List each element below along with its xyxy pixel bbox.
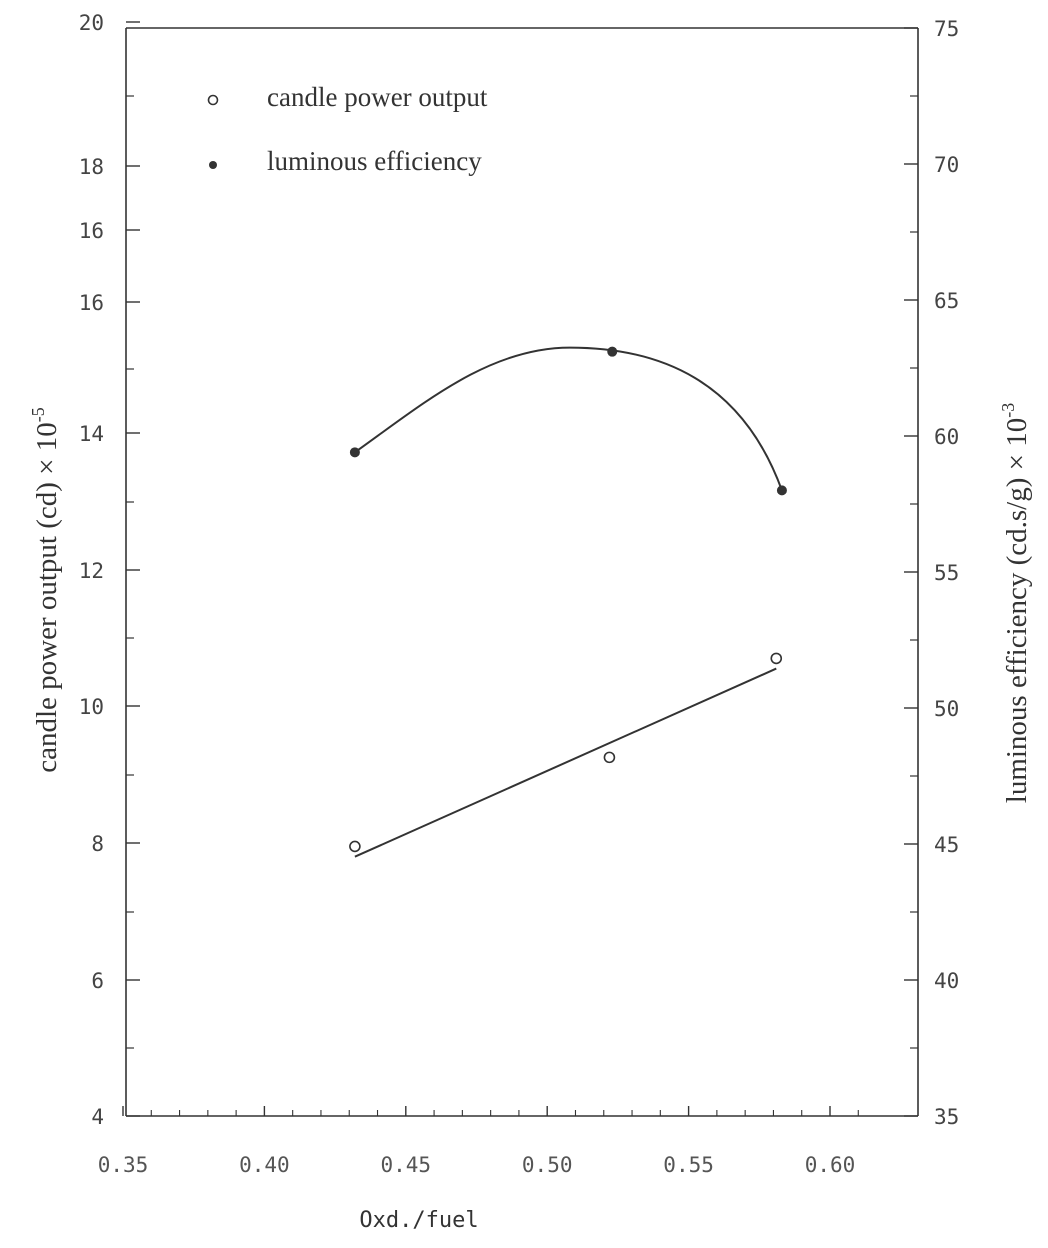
legend-marker-candle-power [207,94,219,106]
y-axis-left-label: candle power output (cd) × 10-5 [28,407,63,773]
y-left-tick-label: 20 [79,11,104,35]
y-right-tick-label: 60 [934,425,959,449]
y-left-tick-label: 16 [79,219,104,243]
y-left-tick-label: 8 [91,832,104,856]
series-candle-power-fit-line [354,667,777,858]
y-right-tick-label: 45 [934,833,959,857]
axes: 20 18 16 16 14 12 10 8 6 4 75 70 65 60 55 50 45 40 35 0.35 0… [79,11,960,1177]
y-axis-right-label: luminous efficiency (cd.s/g) × 10-3 [998,403,1033,803]
y-right-tick-label: 50 [934,697,959,721]
legend-label-candle-power: candle power output [267,82,488,112]
series-candle-power-point [603,751,616,764]
series-luminous-efficiency-curve [354,346,783,491]
legend: candle power output luminous efficiency [207,82,488,176]
series-layer [349,346,787,858]
x-tick-label: 0.55 [663,1153,714,1177]
y-left-tick-label: 4 [91,1105,104,1129]
y-left-tick-label: 18 [79,155,104,179]
y-left-tick-label: 12 [79,559,104,583]
y-left-tick-label: 14 [79,422,104,446]
x-tick-label: 0.45 [381,1153,432,1177]
y-right-tick-label: 35 [934,1105,959,1129]
x-axis-label: Oxd./fuel [359,1208,478,1233]
y-right-tick-label: 65 [934,289,959,313]
series-luminous-efficiency-point [776,485,787,496]
y-left-tick-label: 10 [79,695,104,719]
y-right-tick-label: 70 [934,153,959,177]
series-luminous-efficiency-point [607,346,618,357]
series-candle-power-point [770,652,783,665]
x-tick-label: 0.50 [522,1153,573,1177]
series-luminous-efficiency-point [349,447,360,458]
y-right-tick-label: 40 [934,969,959,993]
x-tick-label: 0.35 [98,1153,149,1177]
y-right-tick-label: 55 [934,561,959,585]
y-right-tick-label: 75 [934,17,959,41]
series-candle-power-point [349,840,361,853]
legend-marker-luminous-efficiency [209,161,217,169]
y-left-tick-label: 6 [91,969,104,993]
y-left-tick-label: 16 [79,291,104,315]
x-tick-label: 0.60 [805,1153,856,1177]
legend-label-luminous-efficiency: luminous efficiency [267,146,482,176]
x-tick-label: 0.40 [239,1153,290,1177]
